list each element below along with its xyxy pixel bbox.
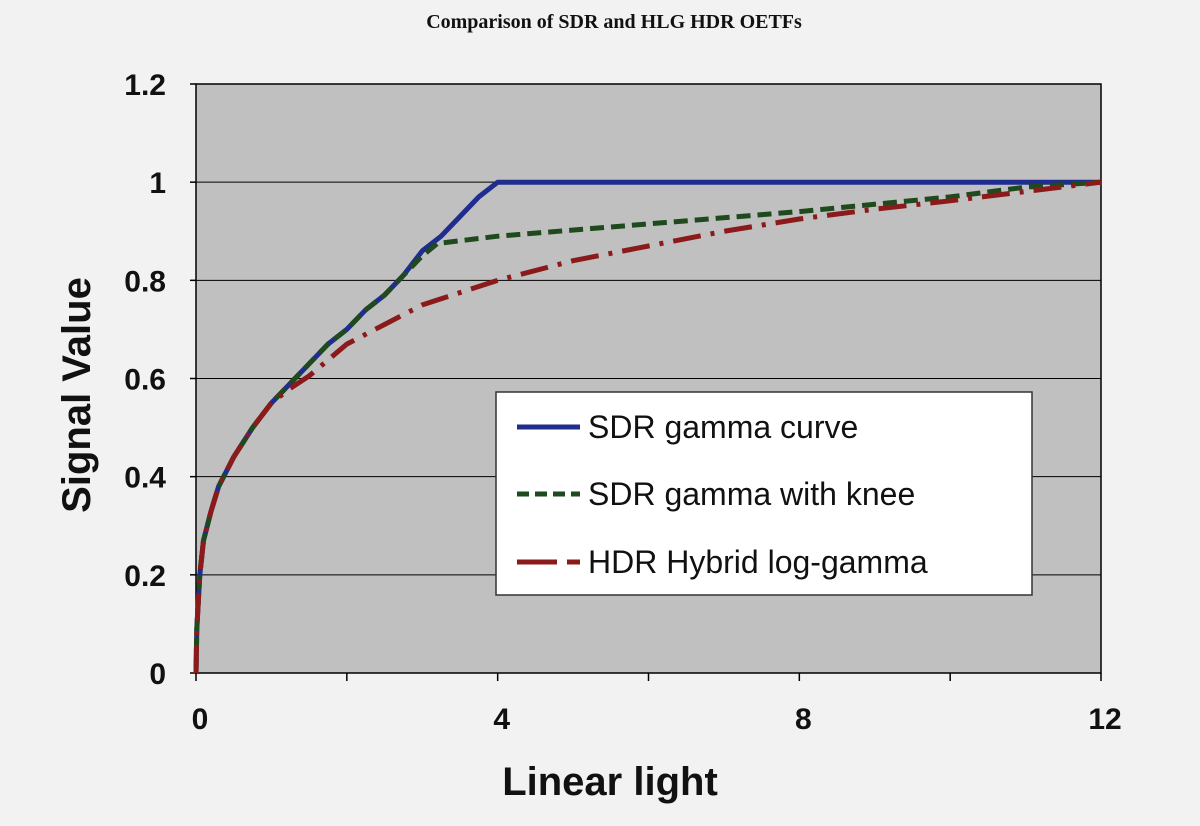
x-tick-label: 4 [493,703,510,736]
y-tick-label: 0.4 [124,462,166,495]
y-tick-label: 0.2 [124,560,166,593]
y-axis-label: Signal Value [55,277,99,513]
y-tick-label: 1 [149,167,166,200]
legend-label: SDR gamma curve [588,409,858,445]
legend-box [495,391,1033,596]
x-axis-label: Linear light [502,760,718,804]
series-group [193,179,1102,674]
chart-title: Comparison of SDR and HLG HDR OETFs [426,11,802,33]
y-tick-label: 0.6 [124,364,166,397]
legend-label: HDR Hybrid log-gamma [588,544,928,580]
series-line-3 [193,179,1102,674]
axis-ticks: 0 0.2 0.4 0.6 0.8 1 1.2 0 4 8 12 [124,69,1121,736]
y-tick-label: 1.2 [124,69,166,102]
x-tick-label: 8 [795,703,812,736]
y-tick-label: 0.8 [124,265,166,298]
legend: SDR gamma curve SDR gamma with knee HDR Hy… [495,391,1033,596]
x-tick-label: 0 [192,703,209,736]
x-tick-label: 12 [1088,703,1121,736]
y-tick-label: 0 [149,658,166,691]
legend-label: SDR gamma with knee [588,476,915,512]
